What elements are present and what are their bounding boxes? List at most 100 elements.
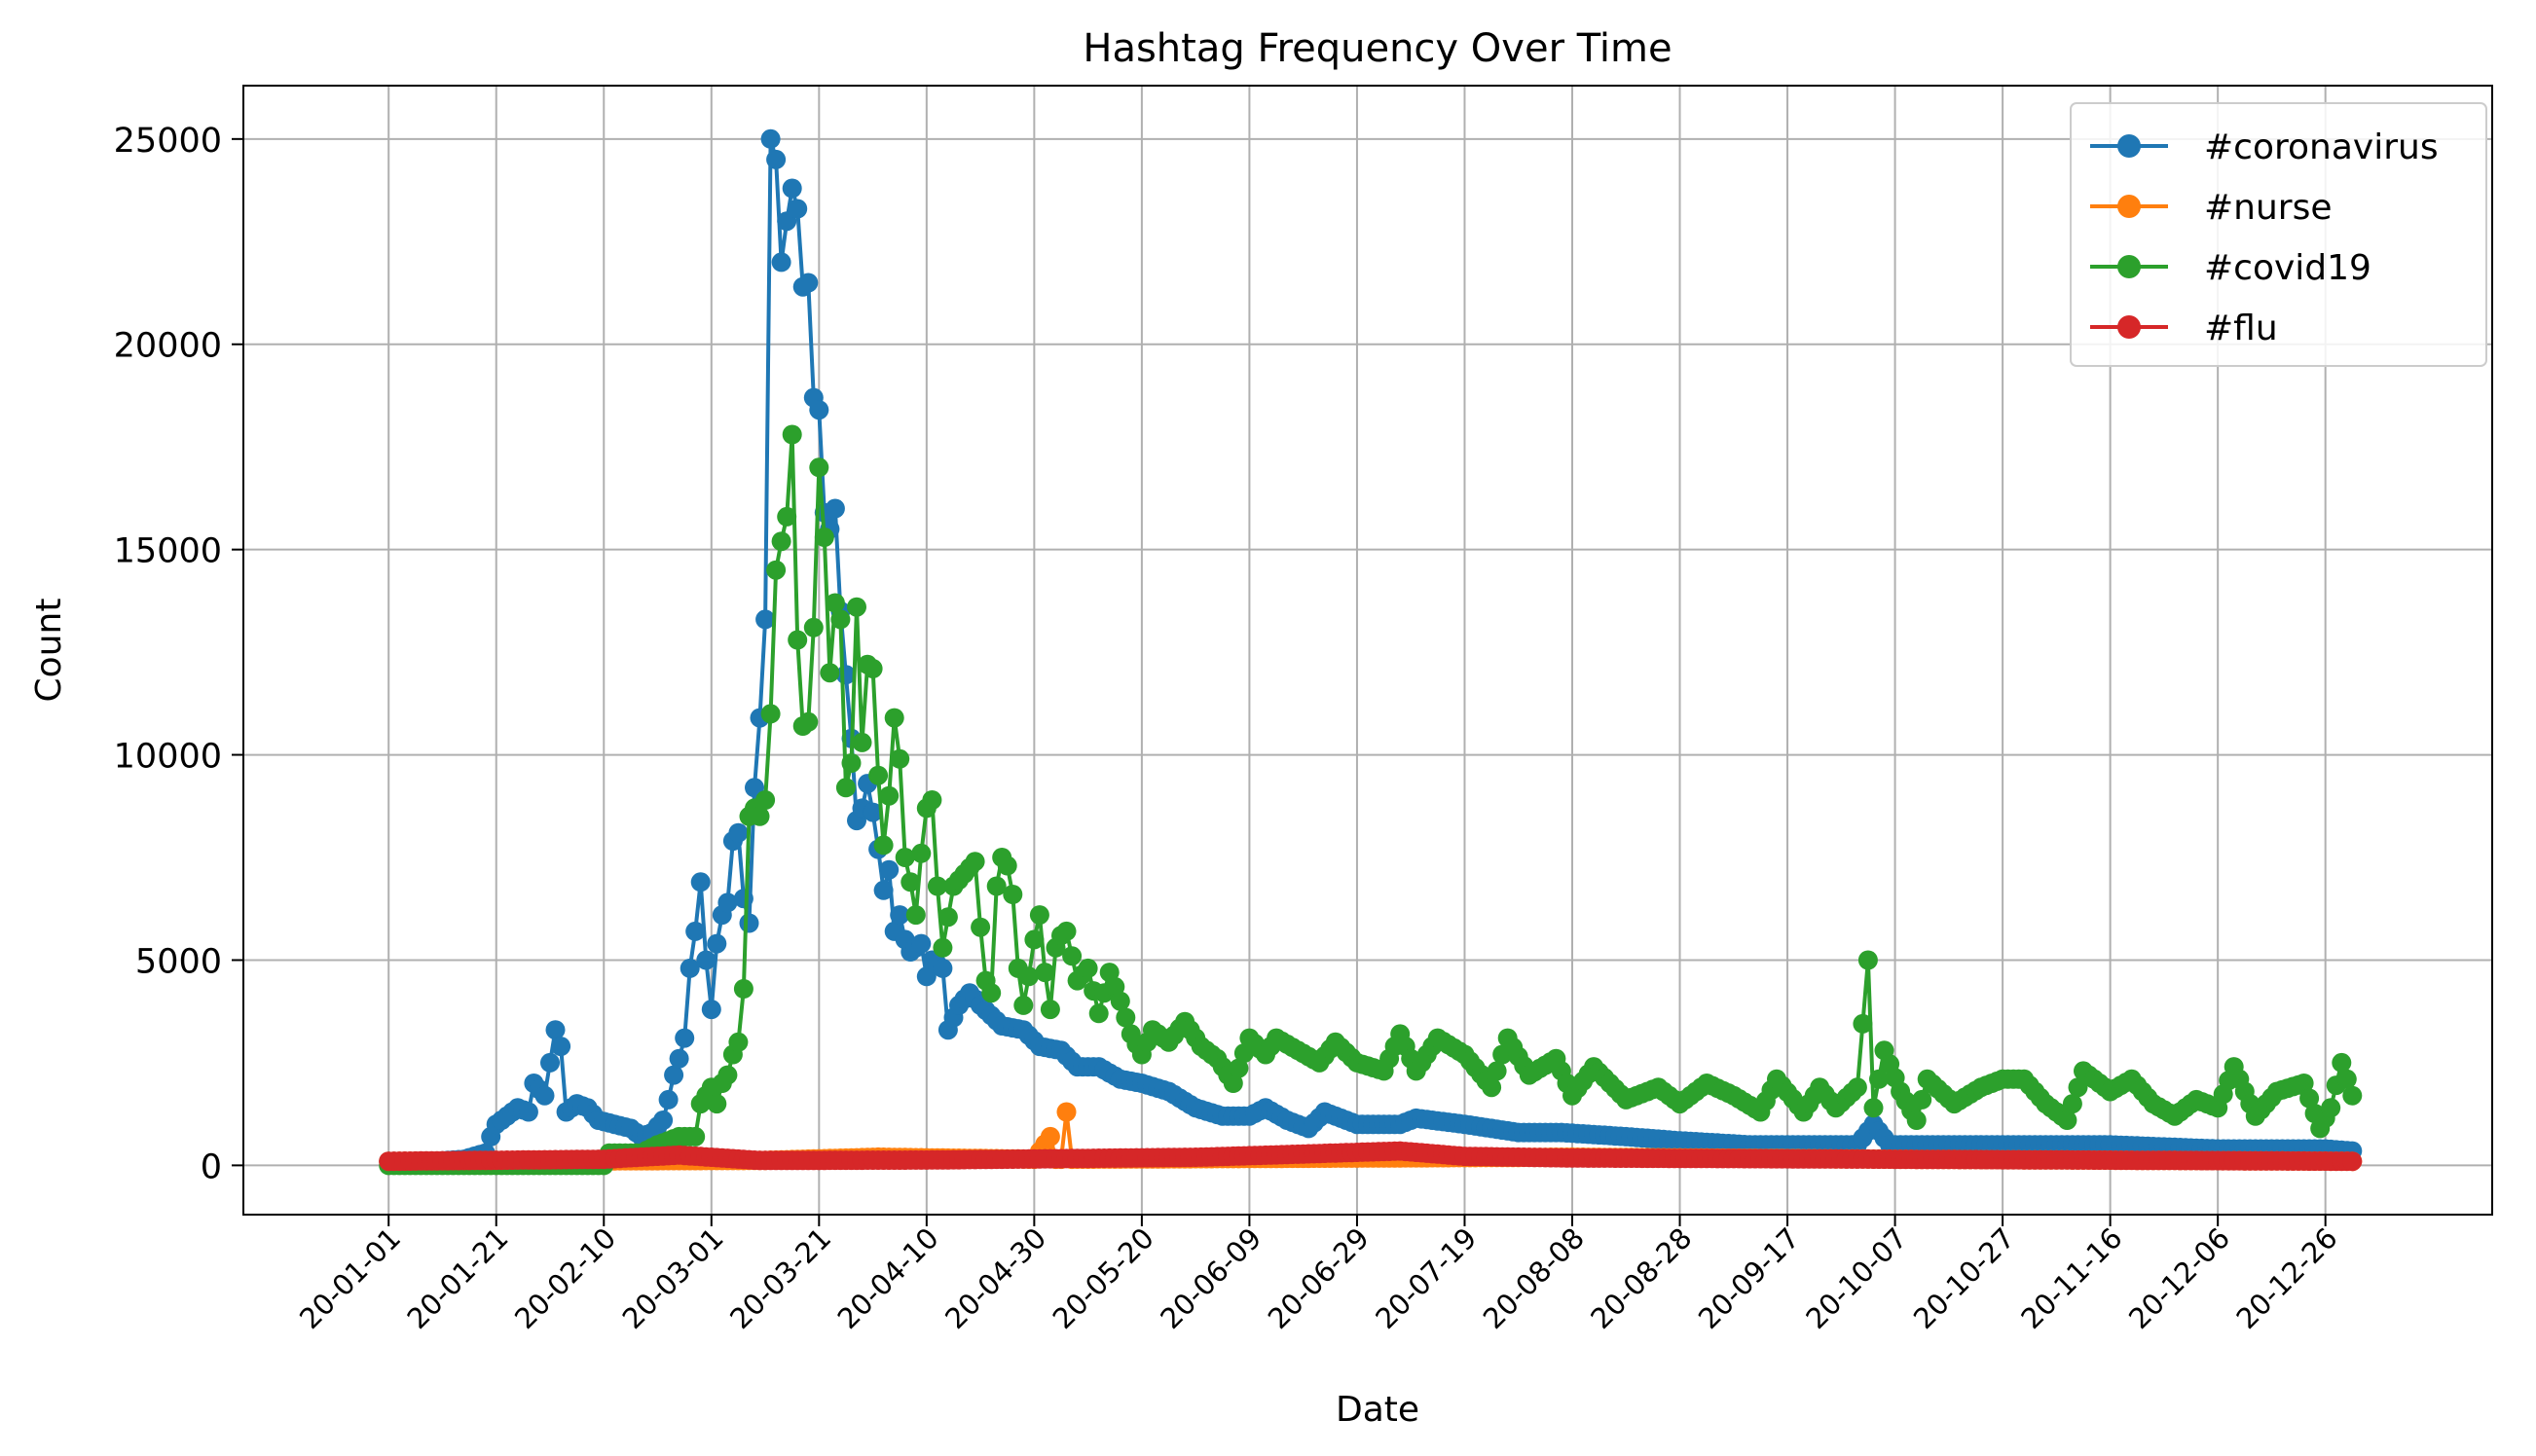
y-tick-label: 5000 — [135, 942, 222, 981]
data-point — [1482, 1077, 1502, 1098]
legend-box — [2070, 102, 2487, 367]
series-covid19 — [379, 424, 2363, 1176]
data-point — [2342, 1085, 2363, 1106]
data-point — [664, 1065, 684, 1085]
data-point — [739, 913, 759, 933]
data-point — [658, 1089, 679, 1110]
legend-marker — [2117, 134, 2141, 158]
y-tick-label: 10000 — [114, 738, 222, 777]
data-point — [933, 958, 953, 978]
data-point — [1912, 1089, 1932, 1110]
data-point — [2332, 1052, 2352, 1073]
legend-marker — [2117, 195, 2141, 218]
data-point — [733, 889, 753, 909]
data-point — [1035, 963, 1055, 983]
data-point — [707, 933, 727, 954]
data-point — [798, 711, 819, 732]
data-point — [685, 921, 706, 941]
legend-marker — [2117, 315, 2141, 339]
data-point — [911, 843, 932, 863]
data-point — [890, 748, 910, 769]
data-point — [798, 273, 819, 293]
data-point — [1847, 1077, 1867, 1098]
data-point — [937, 907, 958, 928]
data-point — [1223, 1074, 1243, 1093]
data-point — [1906, 1110, 1927, 1130]
data-point — [788, 630, 808, 650]
data-point — [1116, 1007, 1136, 1028]
y-tick-label: 20000 — [114, 327, 222, 366]
data-point — [518, 1102, 538, 1122]
data-point — [825, 593, 845, 613]
data-point — [1040, 1126, 1060, 1147]
data-point — [771, 531, 791, 552]
data-point — [1088, 1003, 1109, 1024]
data-point — [1853, 1013, 1873, 1034]
grid-lines — [243, 86, 2492, 1215]
plot-area-frame — [242, 85, 2493, 1216]
data-point — [2062, 1094, 2082, 1114]
legend-marker — [2117, 255, 2141, 278]
chart-title: Hashtag Frequency Over Time — [1083, 26, 1672, 71]
legend: #coronavirus #nurse #covid19 #flu — [2070, 102, 2487, 367]
data-point — [1869, 1069, 1889, 1089]
data-point — [809, 400, 829, 420]
data-point — [1013, 995, 1034, 1015]
data-point — [825, 498, 845, 519]
data-point — [680, 958, 700, 978]
data-point — [2342, 1151, 2363, 1172]
data-point — [2321, 1098, 2341, 1118]
y-axis-ticks: 0 5000 10000 15000 20000 25000 — [114, 122, 243, 1186]
data-point — [760, 128, 781, 149]
data-point — [1062, 946, 1083, 966]
data-point — [863, 802, 883, 822]
data-point — [1003, 885, 1023, 904]
data-point — [1024, 929, 1045, 950]
data-point — [803, 617, 824, 637]
data-point — [1056, 921, 1077, 941]
data-point — [2057, 1110, 2077, 1130]
series-flu — [379, 1141, 2363, 1172]
data-point — [766, 560, 787, 580]
data-point — [782, 178, 802, 199]
data-point — [841, 753, 862, 773]
data-point — [701, 1000, 721, 1020]
data-point — [1018, 966, 1039, 987]
data-point — [750, 806, 770, 826]
series-layer — [379, 128, 2363, 1176]
data-point — [771, 252, 791, 273]
data-point — [1029, 905, 1049, 926]
data-point — [717, 892, 738, 913]
data-point — [873, 835, 894, 855]
data-point — [895, 848, 915, 867]
data-point — [1040, 1000, 1060, 1020]
data-point — [653, 1110, 674, 1130]
data-point — [733, 979, 753, 999]
data-point — [847, 597, 866, 617]
data-point — [707, 1094, 727, 1114]
data-point — [820, 663, 840, 683]
data-point — [981, 983, 1002, 1003]
data-point — [905, 905, 926, 926]
data-point — [1863, 1098, 1884, 1118]
data-point — [1056, 1102, 1077, 1122]
data-point — [1857, 950, 1878, 970]
data-point — [1487, 1061, 1507, 1081]
legend-label: #flu — [2204, 309, 2278, 348]
data-point — [755, 790, 776, 810]
legend-item: #nurse — [2090, 188, 2333, 228]
data-point — [1229, 1058, 1249, 1078]
legend-label: #covid19 — [2204, 248, 2371, 288]
data-point — [755, 609, 776, 630]
legend-label: #nurse — [2204, 188, 2333, 228]
data-point — [777, 506, 797, 527]
data-point — [965, 852, 985, 872]
data-point — [675, 1028, 695, 1048]
data-point — [890, 905, 910, 926]
data-point — [900, 872, 921, 892]
y-tick-label: 15000 — [114, 532, 222, 571]
data-point — [884, 708, 904, 728]
legend-item: #flu — [2090, 309, 2278, 348]
data-point — [1110, 991, 1130, 1011]
